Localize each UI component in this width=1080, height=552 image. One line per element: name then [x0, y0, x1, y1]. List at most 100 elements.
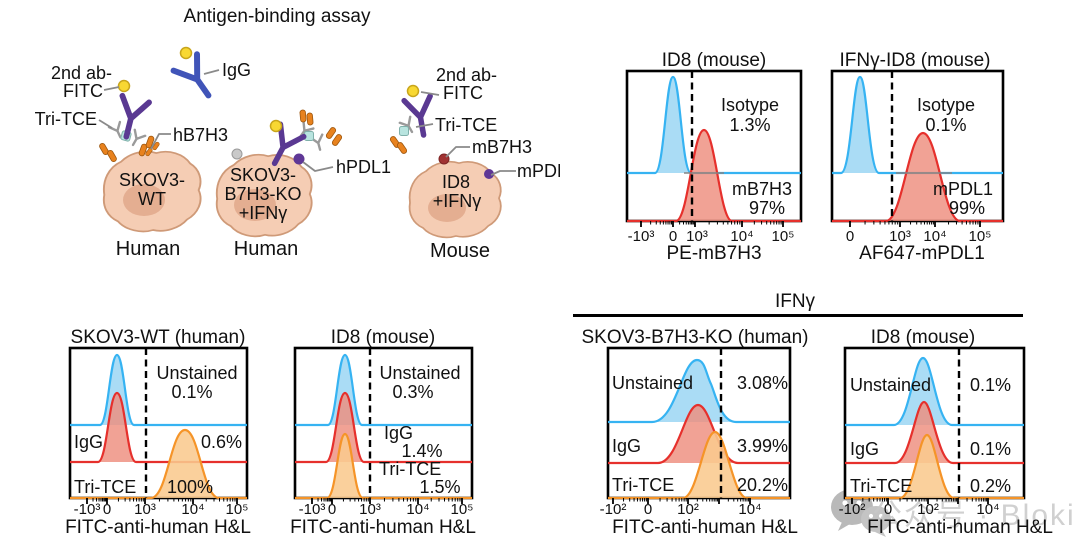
x-tick-label: 10⁴: [730, 228, 753, 245]
row-value: 3.99%: [737, 436, 788, 456]
cell-skov3-wt: [102, 150, 202, 233]
x-axis-label: FITC-anti-human H&L: [290, 517, 476, 538]
row-value: 0.1%: [970, 439, 1011, 459]
histogram-igg: [70, 391, 247, 464]
connector-line: [445, 146, 470, 158]
igg-antibody-icon: [174, 54, 221, 103]
row-value: 1.4%: [401, 441, 442, 461]
connector-line: [302, 161, 334, 172]
connector-line: [415, 123, 434, 128]
connector-line: [150, 133, 171, 150]
x-tick-labels: -10² 0 10² 10⁴: [839, 501, 1000, 518]
x-tick-label: -10²: [839, 501, 866, 518]
x-tick-label: 10³: [686, 228, 708, 245]
x-tick-label: -10³: [74, 501, 101, 518]
row-value: 0.2%: [970, 476, 1011, 496]
row-label: IgG: [384, 423, 413, 443]
x-tick-labels: -10² 0 10² 10⁴: [600, 501, 762, 518]
x-tick-label: 10²: [677, 501, 699, 518]
row-label: Unstained: [612, 373, 693, 393]
grey-antigen-icon: [231, 148, 243, 160]
x-tick-label: 10⁴: [181, 501, 204, 518]
histogram-tri-tce: [70, 428, 247, 500]
flow-panel-skov3-wt: SKOV3-WT (human) -10³ 0 10³ 10⁴ 10⁵ Unst…: [65, 327, 251, 538]
species-label: Mouse: [430, 240, 490, 262]
x-tick-label: 10⁴: [738, 501, 761, 518]
row-label: Tri-TCE: [379, 459, 441, 479]
label-tri-tce: Tri-TCE: [435, 115, 497, 135]
connector-line: [203, 69, 220, 75]
cell-id8: [408, 160, 502, 239]
population-value: 97%: [749, 198, 785, 218]
antigen-binding-schematic: Antigen-binding assay: [35, 6, 560, 262]
histogram-mb7h3: [627, 128, 801, 223]
x-tick-label: 10⁴: [406, 501, 429, 518]
x-axis-ticks: [311, 498, 463, 504]
label-mpdl1: mPDL1: [517, 161, 560, 181]
row-label: Tri-TCE: [850, 476, 912, 496]
flow-panel-af647-mpdl1: IFNγ-ID8 (mouse) 0 10³ 10⁴ 10⁵ Isotype 0…: [830, 50, 1005, 264]
schematic-title: Antigen-binding assay: [184, 6, 371, 27]
x-axis-label: AF647-mPDL1: [859, 243, 985, 264]
label-hb7h3: hB7H3: [173, 125, 228, 145]
x-axis-ticks: [86, 498, 238, 504]
x-axis-ticks: [640, 221, 784, 227]
cell-name: ID8: [442, 172, 470, 192]
hpdl1-antigen-icon: [293, 153, 305, 165]
cell-nucleus: [123, 184, 165, 216]
panel-title: SKOV3-WT (human): [71, 327, 246, 348]
label-2nd-ab: 2nd ab-: [436, 65, 497, 85]
cell-name: B7H3-KO: [224, 184, 301, 204]
panel-title: IFNγ-ID8 (mouse): [840, 50, 991, 71]
label-igg: IgG: [222, 60, 251, 80]
x-tick-label: 0: [328, 501, 336, 518]
histogram-isotype: [627, 75, 801, 175]
label-mb7h3: mB7H3: [472, 137, 532, 157]
row-label: Unstained: [379, 363, 460, 383]
cell-skov3-b7h3-ko: [215, 153, 313, 238]
x-axis-ticks: [851, 498, 989, 504]
x-axis-ticks: [612, 498, 751, 504]
x-tick-label: -10³: [299, 501, 326, 518]
histogram-tri-tce: [608, 430, 790, 500]
label-2nd-ab: 2nd ab-: [51, 63, 112, 83]
x-tick-labels: -10³ 0 10³ 10⁴ 10⁵: [74, 501, 249, 518]
population-label: Isotype: [721, 95, 779, 115]
fitc-ball-icon: [269, 119, 283, 133]
x-tick-labels: -10³ 0 10³ 10⁴ 10⁵: [628, 228, 795, 245]
species-label: Human: [116, 238, 180, 260]
fitc-ball-icon: [406, 84, 420, 98]
cell-name: +IFNγ: [433, 191, 482, 211]
row-label: Unstained: [850, 375, 931, 395]
fitc-ball-icon: [179, 46, 193, 60]
x-axis-label: FITC-anti-human H&L: [867, 517, 1053, 538]
ifng-group-line: [573, 314, 1023, 317]
species-label: Human: [234, 238, 298, 260]
panel-title: ID8 (mouse): [331, 327, 436, 348]
x-tick-label: 0: [884, 501, 892, 518]
x-tick-label: 10⁴: [976, 501, 999, 518]
histogram-unstained: [845, 356, 1024, 427]
x-tick-label: 10⁴: [923, 228, 946, 245]
x-tick-label: 10³: [889, 228, 911, 245]
x-axis-label: PE-mB7H3: [666, 243, 761, 264]
x-tick-label: 10²: [917, 501, 939, 518]
cell-name: SKOV3-: [230, 165, 296, 185]
connector-line: [103, 86, 120, 91]
flow-panel-pe-mb7h3: ID8 (mouse) -10³ 0 10³ 10⁴ 10⁵ Isotype 1…: [625, 50, 803, 264]
histogram-mpdl1: [832, 131, 1003, 223]
x-tick-label: 0: [644, 501, 652, 518]
row-value: 3.08%: [737, 373, 788, 393]
histogram-tri-tce: [295, 432, 472, 500]
population-label: mPDL1: [933, 179, 993, 199]
tri-tce-complex-icon: [388, 115, 419, 155]
mpdl1-antigen-icon: [484, 169, 494, 179]
x-tick-labels: 0 10³ 10⁴ 10⁵: [846, 228, 992, 245]
row-label: IgG: [74, 432, 103, 452]
cell-name: SKOV3-: [119, 170, 185, 190]
label-fitc: FITC: [443, 83, 483, 103]
x-tick-label: 10⁵: [451, 501, 474, 518]
x-tick-label: 0: [846, 228, 854, 245]
population-value: 0.1%: [925, 115, 966, 135]
panel-title: ID8 (mouse): [871, 327, 976, 348]
